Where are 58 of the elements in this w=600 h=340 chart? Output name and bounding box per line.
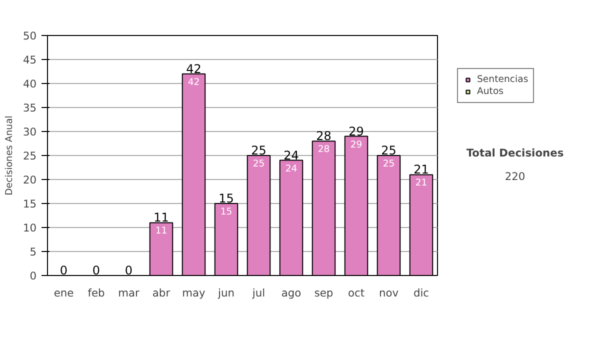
total-label: 25 [381,144,396,158]
x-tick-label: jun [217,286,234,300]
data-label: 15 [220,206,232,218]
y-tick-label: 45 [22,54,37,66]
bar [312,140,336,276]
x-tick-label: mar [118,286,140,300]
y-tick-label: 50 [22,30,37,42]
y-tick-label: 25 [22,150,37,162]
text: 220 [504,170,526,183]
total-label: 0 [92,264,100,278]
legend-label: Autos [477,86,504,97]
bar [279,160,304,276]
bar [149,222,174,276]
bar [344,136,368,276]
y-tick-label: 40 [22,78,37,90]
total-label: 29 [348,124,364,138]
data-label: 11 [155,226,168,237]
legend-label: Sentencias [477,74,528,85]
total-label: 21 [414,162,429,177]
data-label: 25 [252,158,265,170]
total-label: 15 [218,192,234,206]
total-label: 28 [316,129,332,144]
x-tick-label: dic [413,286,430,300]
data-label: 42 [188,76,200,88]
x-tick-label: ago [281,286,302,300]
bar [214,203,238,276]
y-tick-label: 15 [22,198,37,210]
bar [246,155,271,276]
data-label: 29 [350,139,362,150]
x-tick-label: oct [348,286,365,300]
y-tick-label: 10 [22,222,37,234]
x-tick-label: feb [88,286,106,300]
y-tick-label: 20 [22,174,37,186]
y-tick-label: 30 [22,126,37,138]
total-label: 0 [124,264,133,278]
y-tick-label: 0 [30,270,37,282]
bar [182,73,206,276]
x-tick-label: jul [251,286,266,300]
y-axis-title: Decisiones Anual [4,116,15,196]
y-tick-label: 5 [30,246,36,258]
data-label: 24 [285,163,298,174]
x-tick-label: nov [378,286,399,300]
data-label: 28 [318,144,330,156]
total-label: 0 [60,264,68,278]
total-label: 25 [251,144,266,158]
x-tick-label: abr [152,286,171,300]
bar [376,155,401,276]
bar [409,174,434,276]
data-label: 25 [382,158,395,170]
data-label: 21 [415,178,428,189]
y-tick-label: 35 [22,102,37,114]
x-tick-label: ene [54,286,74,300]
total-label: 24 [284,148,299,162]
text: Total Decisiones [466,146,564,160]
x-tick-label: may [182,286,206,300]
total-label: 42 [186,62,202,76]
total-label: 11 [154,210,169,225]
x-tick-label: sep [314,286,334,300]
